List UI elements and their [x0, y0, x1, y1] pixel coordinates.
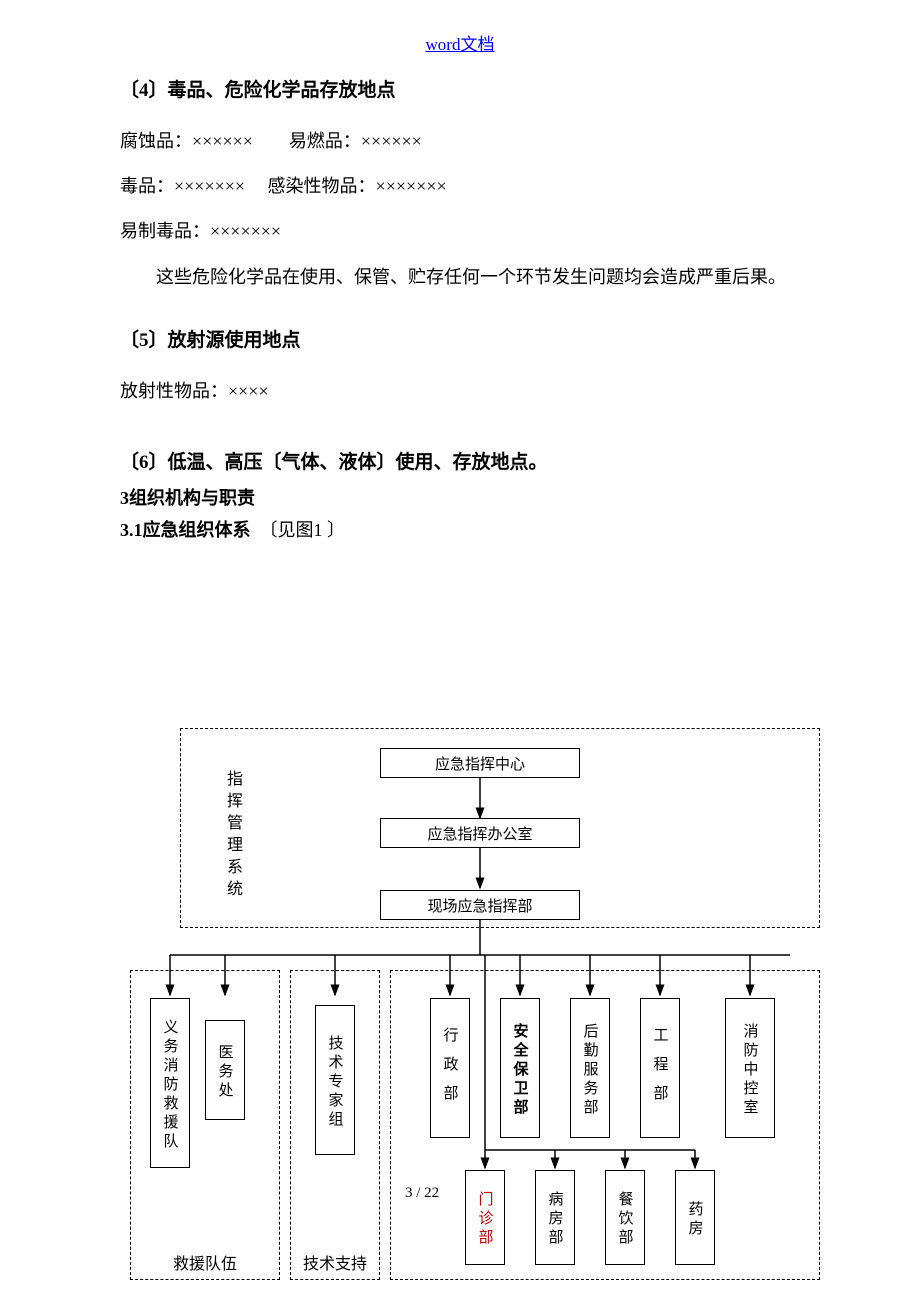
tech-label: 技术支持 [300, 1250, 370, 1274]
rescue-label: 救援队伍 [160, 1250, 250, 1274]
node-top1: 应急指挥中心 [380, 748, 580, 778]
node-b2: 病房部 [535, 1170, 575, 1265]
section-5: 〔5〕放射源使用地点 放射性物品：×××× [120, 325, 800, 413]
node-b1: 门诊部 [465, 1170, 505, 1265]
node-b4: 药房 [675, 1170, 715, 1265]
sec31-bold: 3.1应急组织体系 [120, 520, 251, 540]
node-top3: 现场应急指挥部 [380, 890, 580, 920]
sec6-title: 〔6〕低温、高压〔气体、液体〕使用、存放地点。 [120, 447, 800, 474]
node-mid1: 技术专家组 [315, 1005, 355, 1155]
section-4: 〔4〕毒品、危险化学品存放地点 腐蚀品：×××××× 易燃品：×××××× 毒品… [120, 75, 800, 299]
sec4-line1: 腐蚀品：×××××× 易燃品：×××××× [120, 120, 800, 163]
node-top2: 应急指挥办公室 [380, 818, 580, 848]
sec31-title: 3.1应急组织体系 〔见图1 〕 [120, 516, 800, 542]
sec4-line3: 易制毒品：××××××× [120, 210, 800, 253]
node-r2: 安全保卫部 [500, 998, 540, 1138]
sec3-title: 3组织机构与职责 [120, 484, 800, 510]
node-left1: 义务消防救援队 [150, 998, 190, 1168]
sec4-line2: 毒品：××××××× 感染性物品：××××××× [120, 165, 800, 208]
sec31-note: 〔见图1 〕 [269, 520, 346, 540]
mgmt-label: 指挥管理系统 [220, 770, 244, 902]
page-number: 3 / 22 [405, 1185, 439, 1202]
node-r4: 工程部 [640, 998, 680, 1138]
sec4-title: 〔4〕毒品、危险化学品存放地点 [120, 75, 800, 102]
node-left2: 医务处 [205, 1020, 245, 1120]
sec5-line1: 放射性物品：×××× [120, 370, 800, 413]
node-r3: 后勤服务部 [570, 998, 610, 1138]
section-6: 〔6〕低温、高压〔气体、液体〕使用、存放地点。 [120, 447, 800, 474]
node-r5: 消防中控室 [725, 998, 775, 1138]
node-r1: 行政部 [430, 998, 470, 1138]
header-link[interactable]: word文档 [120, 30, 800, 55]
org-diagram: 指挥管理系统 应急指挥中心 应急指挥办公室 现场应急指挥部 义务消防救援队 医务… [130, 720, 830, 1280]
sec4-para: 这些危险化学品在使用、保管、贮存任何一个环节发生问题均会造成严重后果。 [120, 256, 800, 299]
node-b3: 餐饮部 [605, 1170, 645, 1265]
sec5-title: 〔5〕放射源使用地点 [120, 325, 800, 352]
